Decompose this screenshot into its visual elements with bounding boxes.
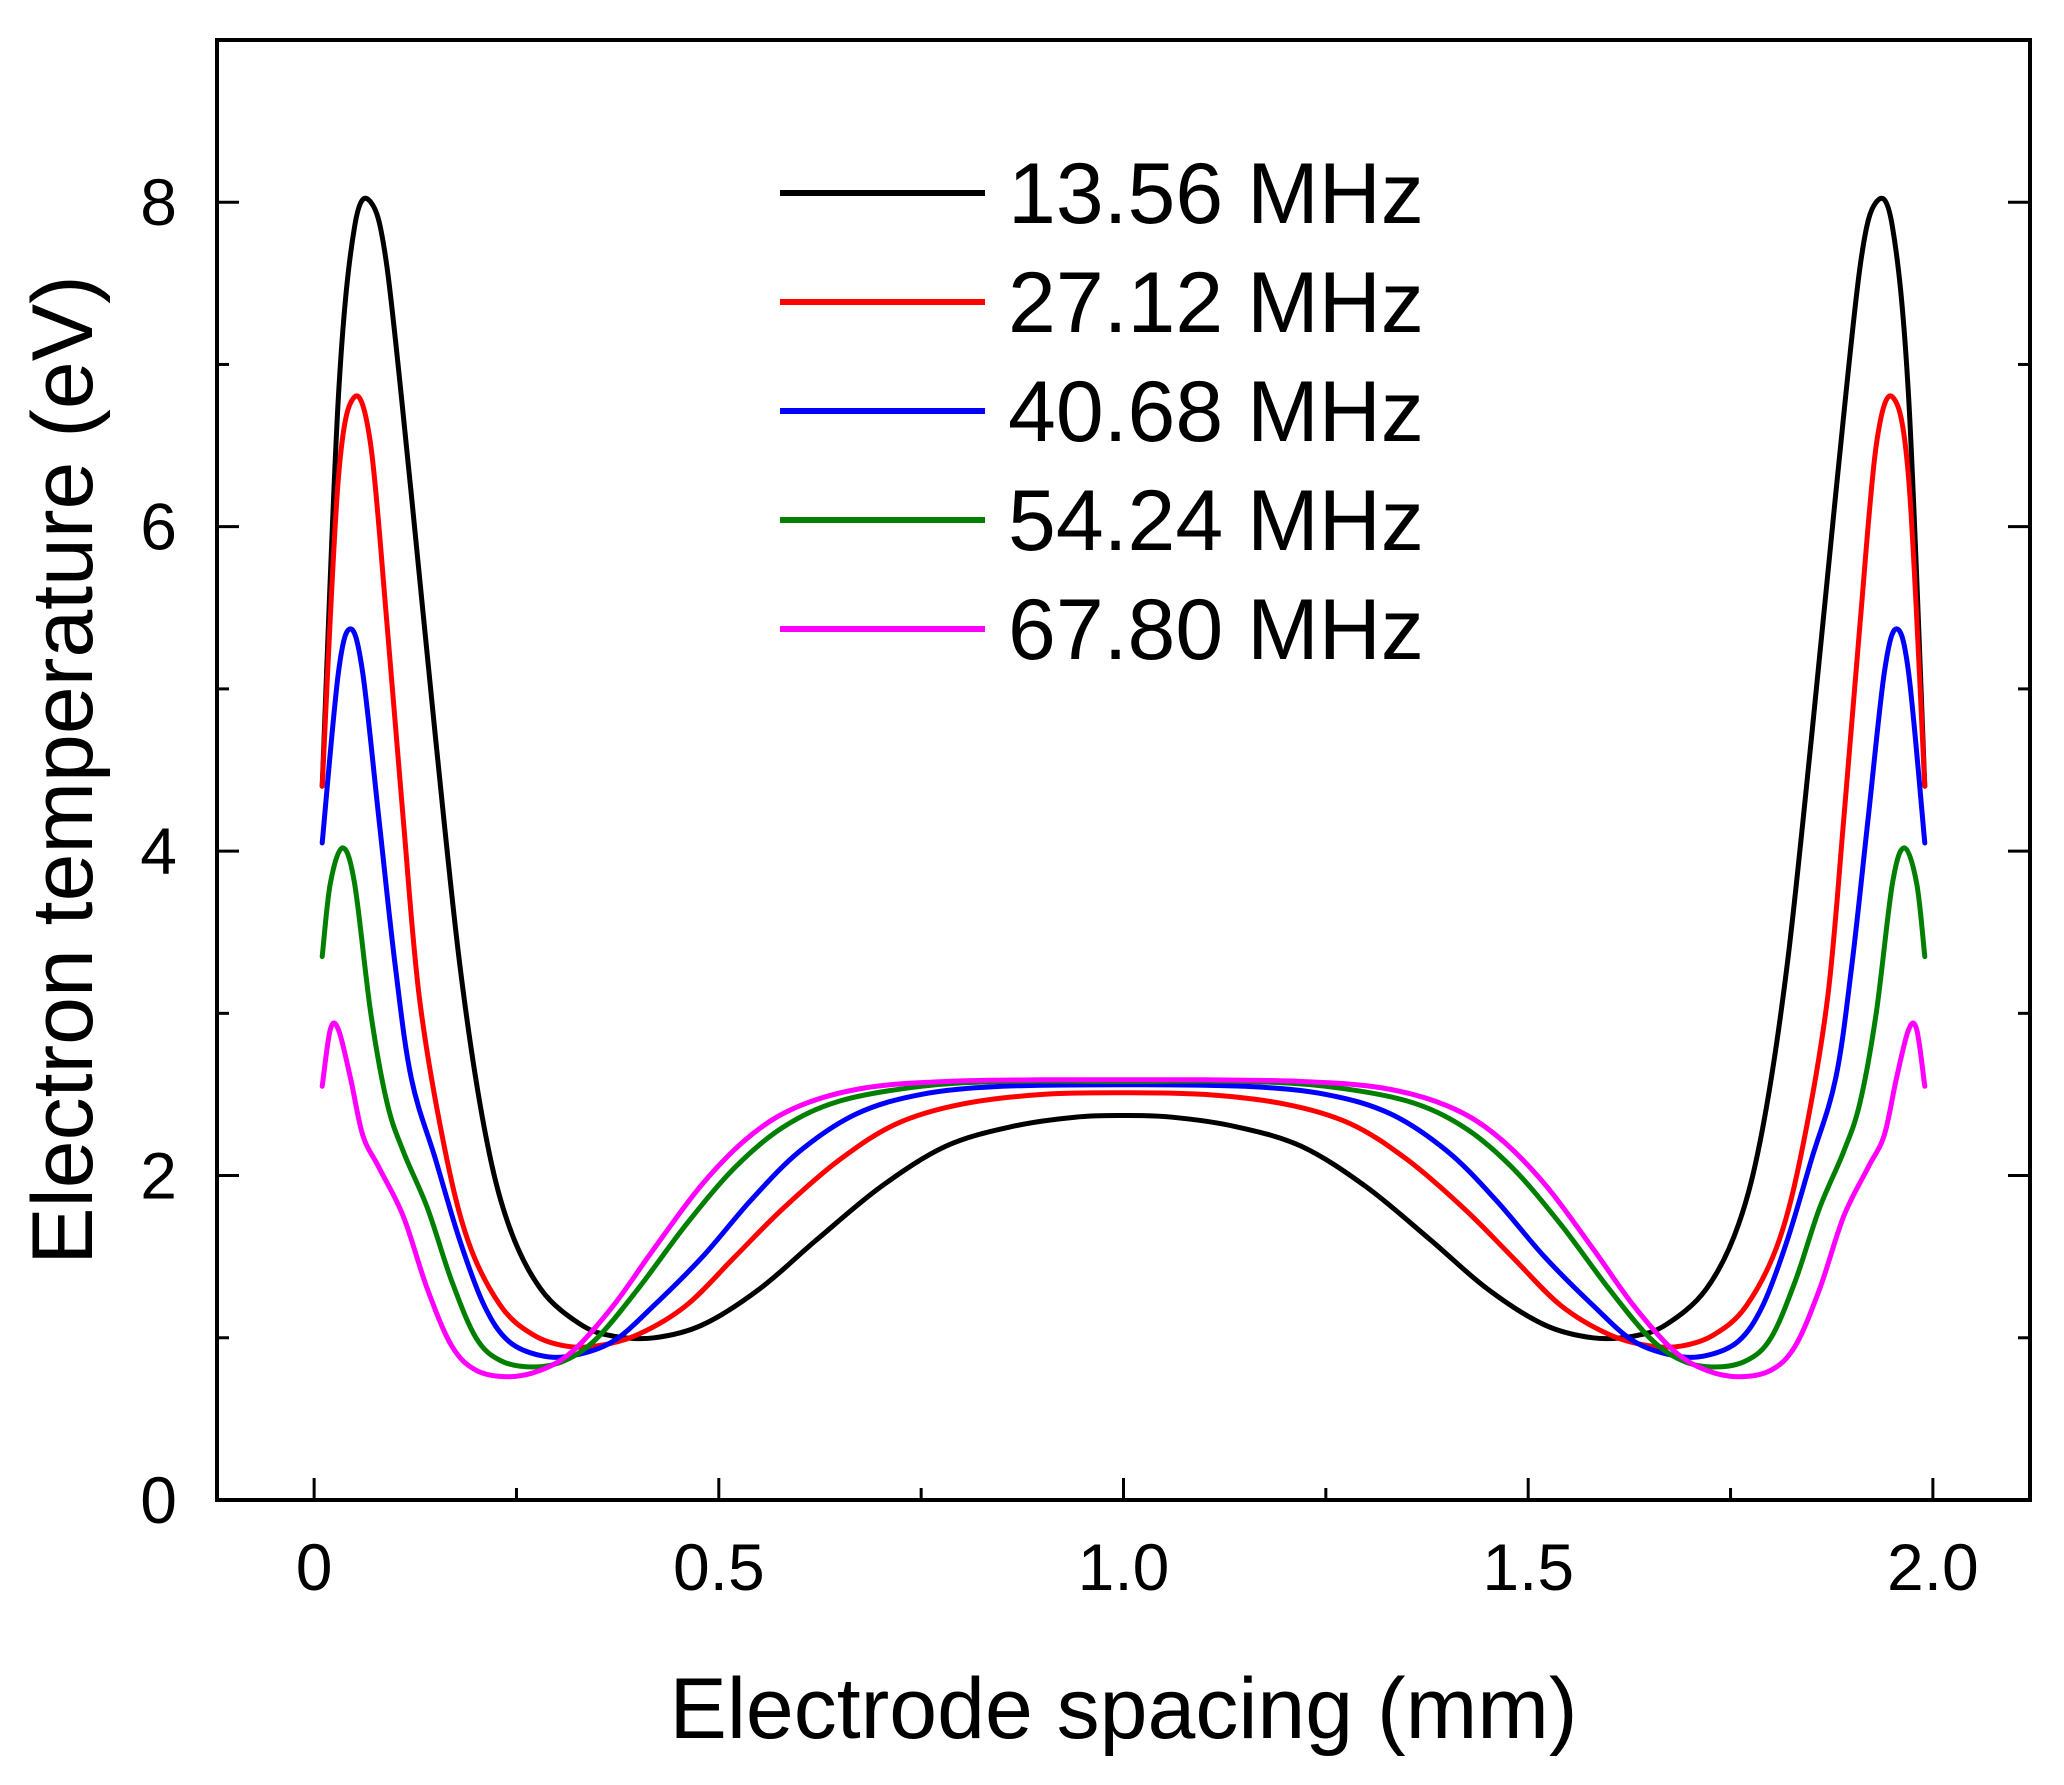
legend-label-5: 67.80 MHz — [1008, 582, 1424, 678]
y-tick-label: 0 — [140, 1463, 177, 1537]
series-line-1 — [319, 195, 1928, 1342]
legend: 13.56 MHz 27.12 MHz 40.68 MHz 54.24 MHz 67.8… — [780, 146, 1424, 678]
series-layer — [319, 195, 1928, 1380]
series-line-2 — [319, 393, 1928, 1350]
x-axis-title: Electrode spacing (mm) — [669, 1661, 1577, 1757]
legend-label-3: 40.68 MHz — [1008, 364, 1424, 460]
x-tick-label: 0.5 — [673, 1530, 765, 1604]
y-axis-title: Electron temperature (eV) — [15, 275, 111, 1264]
legend-label-4: 54.24 MHz — [1008, 473, 1424, 569]
y-tick-label: 8 — [140, 165, 177, 239]
legend-label-2: 27.12 MHz — [1008, 255, 1424, 351]
y-tick-label: 2 — [140, 1139, 177, 1213]
y-tick-label: 4 — [140, 814, 177, 888]
x-tick-label: 2.0 — [1887, 1530, 1979, 1604]
y-tick-label: 6 — [140, 490, 177, 564]
x-tick-label: 1.5 — [1482, 1530, 1574, 1604]
legend-label-1: 13.56 MHz — [1008, 146, 1424, 242]
ticks-layer: 0 0.5 1.0 1.5 2.0 0 2 4 6 8 — [140, 165, 2030, 1604]
plot-frame — [215, 38, 2032, 1502]
x-tick-label: 1.0 — [1078, 1530, 1170, 1604]
series-line-5 — [319, 1020, 1928, 1380]
series-line-3 — [319, 626, 1928, 1360]
x-tick-label: 0 — [296, 1530, 333, 1604]
